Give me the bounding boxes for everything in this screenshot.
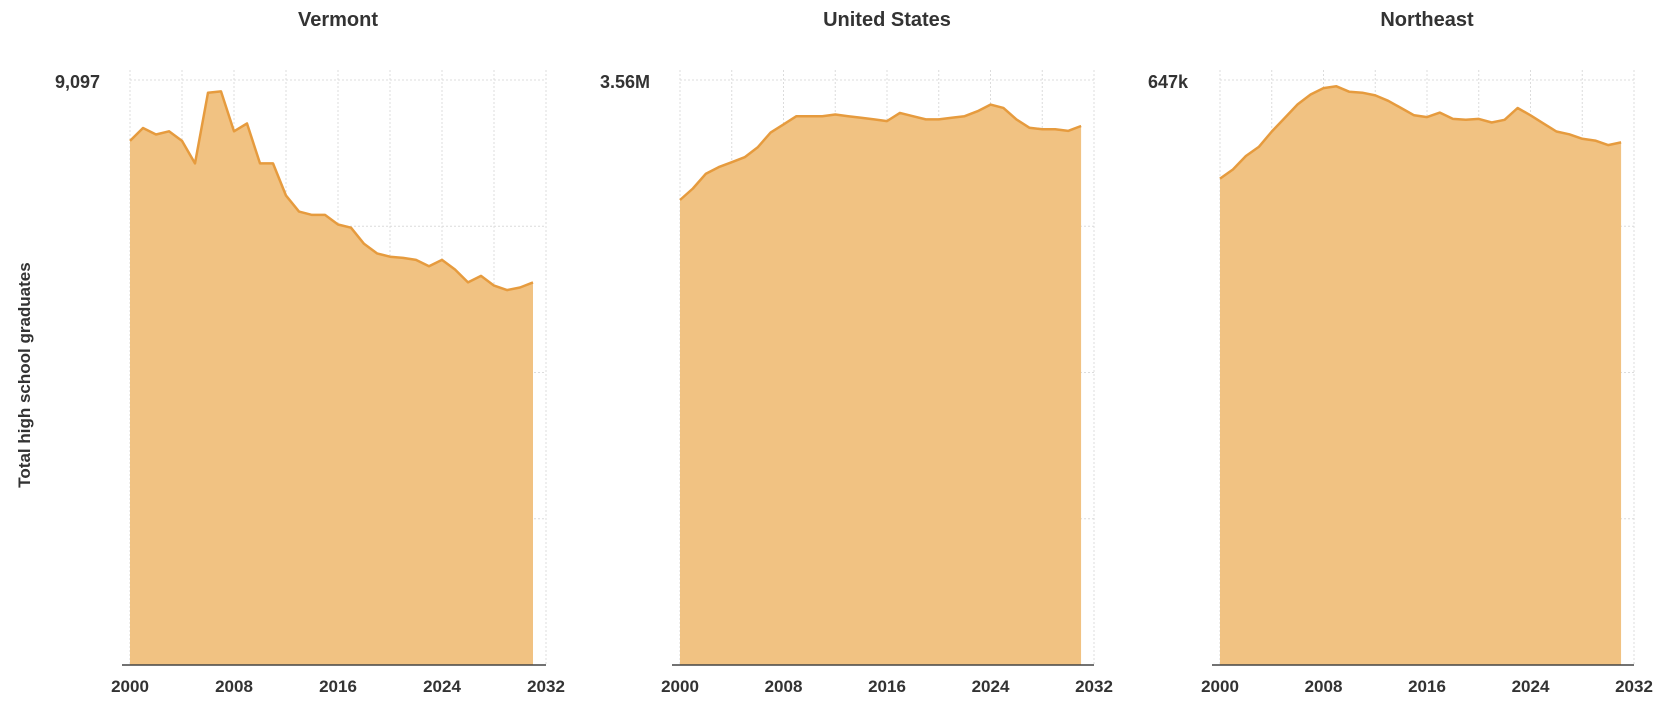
x-tick-label: 2032	[1615, 677, 1653, 696]
panel-title: United States	[823, 9, 951, 31]
y-axis-label: Total high school graduates	[15, 262, 34, 487]
series-area	[130, 91, 533, 665]
x-tick-label: 2016	[868, 677, 906, 696]
x-tick-label: 2000	[1201, 677, 1239, 696]
x-tick-label: 2000	[661, 677, 699, 696]
series-line	[679, 103, 1082, 201]
series-area	[1220, 86, 1622, 666]
x-tick-label: 2024	[423, 677, 461, 696]
series-line	[129, 90, 534, 292]
panel-title: Northeast	[1380, 9, 1474, 31]
x-tick-label: 2008	[765, 677, 803, 696]
x-tick-label: 2008	[1305, 677, 1343, 696]
x-tick-label: 2008	[215, 677, 253, 696]
x-tick-label: 2032	[1075, 677, 1113, 696]
series-area	[680, 104, 1082, 666]
panel-title: Vermont	[298, 9, 378, 31]
x-tick-label: 2024	[972, 677, 1010, 696]
series-line	[1219, 85, 1622, 180]
x-tick-label: 2000	[111, 677, 149, 696]
x-tick-label: 2032	[527, 677, 565, 696]
y-max-label: 9,097	[55, 72, 100, 92]
y-max-label: 647k	[1148, 72, 1189, 92]
y-max-label: 3.56M	[600, 72, 650, 92]
x-tick-label: 2016	[319, 677, 357, 696]
x-tick-label: 2024	[1512, 677, 1550, 696]
x-tick-label: 2016	[1408, 677, 1446, 696]
